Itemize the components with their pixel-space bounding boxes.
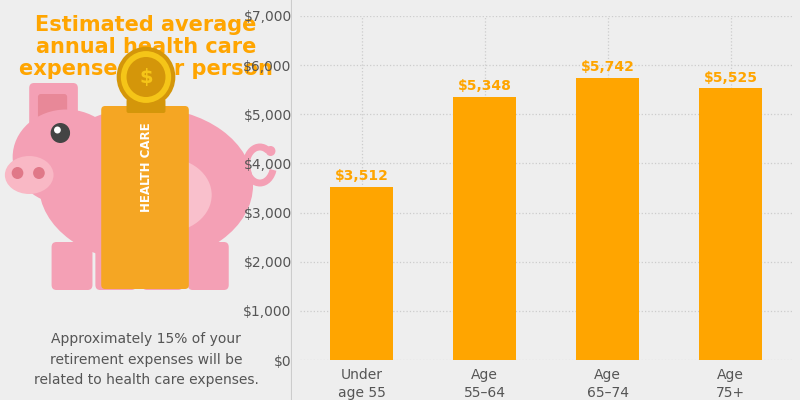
- Circle shape: [33, 167, 45, 179]
- Ellipse shape: [39, 108, 253, 262]
- Ellipse shape: [5, 156, 54, 194]
- Text: $: $: [139, 68, 153, 86]
- Bar: [575, 78, 639, 360]
- Circle shape: [126, 57, 166, 97]
- Text: Estimated average: Estimated average: [35, 15, 257, 35]
- FancyBboxPatch shape: [188, 242, 229, 290]
- Bar: [453, 97, 517, 360]
- Circle shape: [266, 146, 275, 156]
- Text: HEALTH CARE: HEALTH CARE: [141, 122, 154, 212]
- Text: $5,525: $5,525: [703, 70, 758, 84]
- FancyBboxPatch shape: [38, 94, 67, 128]
- FancyBboxPatch shape: [95, 242, 136, 290]
- Text: $3,512: $3,512: [334, 170, 389, 184]
- FancyBboxPatch shape: [102, 106, 189, 289]
- Text: expenses  per person: expenses per person: [19, 59, 273, 79]
- FancyBboxPatch shape: [142, 242, 183, 290]
- Circle shape: [50, 123, 70, 143]
- Ellipse shape: [13, 110, 120, 204]
- Text: $5,742: $5,742: [581, 60, 634, 74]
- Circle shape: [54, 126, 61, 134]
- Text: annual health care: annual health care: [36, 37, 256, 57]
- Bar: [330, 188, 394, 360]
- Text: Approximately 15% of your
retirement expenses will be
related to health care exp: Approximately 15% of your retirement exp…: [34, 332, 258, 387]
- Circle shape: [118, 49, 174, 105]
- Bar: [698, 88, 762, 360]
- FancyBboxPatch shape: [30, 83, 78, 135]
- Circle shape: [12, 167, 23, 179]
- Text: $5,348: $5,348: [458, 79, 511, 93]
- FancyBboxPatch shape: [51, 242, 93, 290]
- Ellipse shape: [119, 158, 212, 232]
- FancyBboxPatch shape: [126, 99, 166, 113]
